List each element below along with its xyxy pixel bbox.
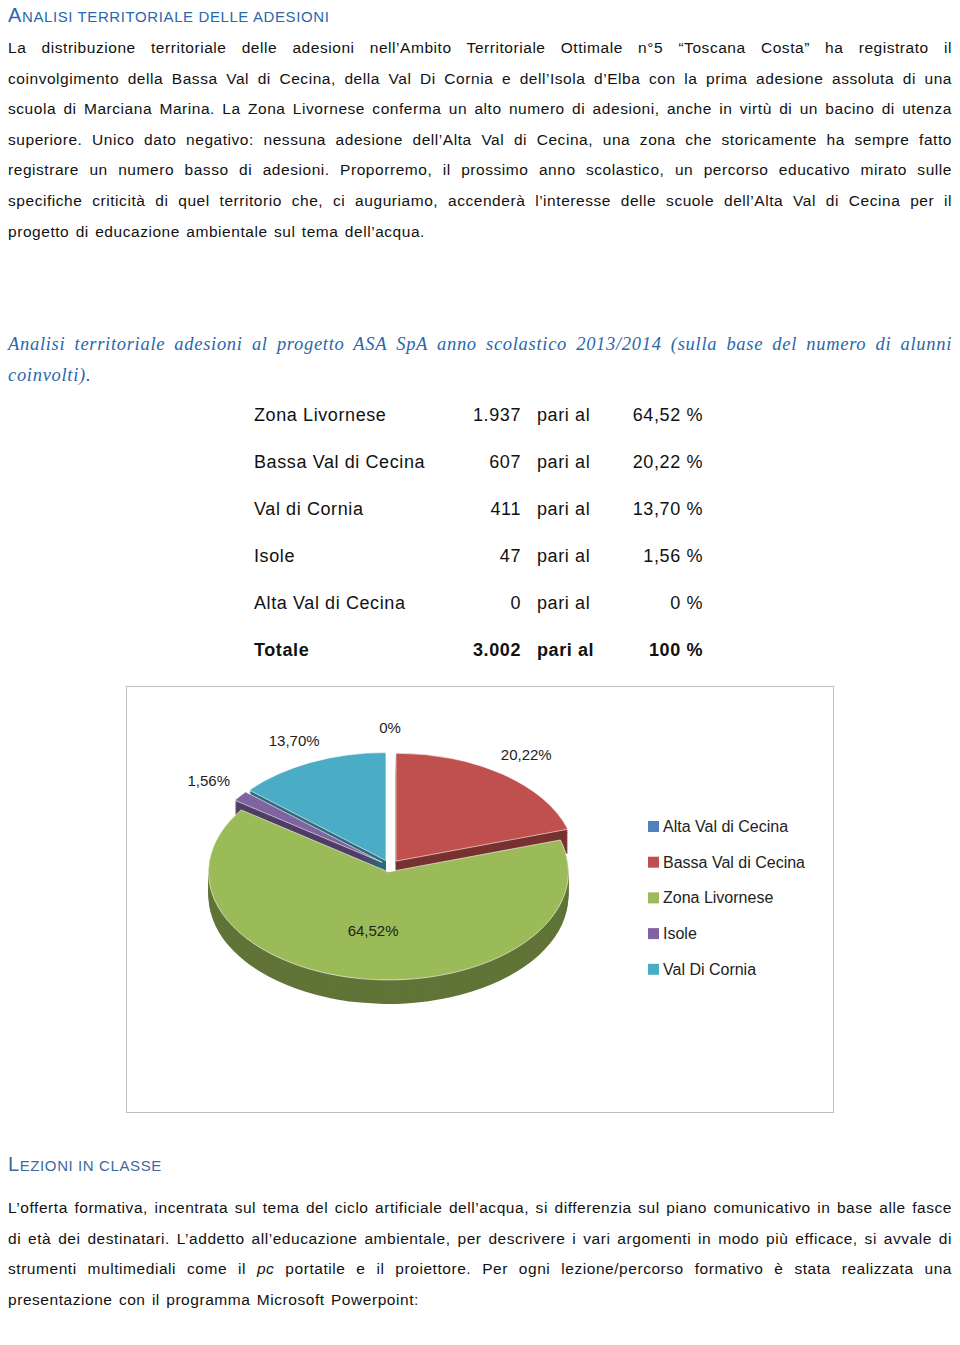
table-cell: 47 — [420, 546, 521, 567]
chart-frame — [127, 687, 834, 1113]
caption: Analisi territoriale adesioni al progett… — [8, 329, 952, 390]
slices — [208, 753, 568, 980]
table-cell: 13,70 % — [603, 499, 703, 520]
section-title: LEZIONI IN CLASSE — [8, 1153, 162, 1176]
table-cell: 20,22 % — [603, 452, 703, 473]
legend-label: Val Di Cornia — [663, 961, 756, 978]
table-cell: Totale — [254, 640, 309, 661]
table-cell: 411 — [420, 499, 521, 520]
legend-swatch — [648, 928, 659, 939]
table-cell: Bassa Val di Cecina — [254, 452, 425, 473]
table-cell: Alta Val di Cecina — [254, 593, 406, 614]
legend-label: Alta Val di Cecina — [663, 818, 788, 835]
table-cell: Zona Livornese — [254, 405, 386, 426]
table-cell: 64,52 % — [603, 405, 703, 426]
table-cell: 1,56 % — [603, 546, 703, 567]
table-cell: 100 % — [603, 640, 703, 661]
legend-label: Bassa Val di Cecina — [663, 854, 805, 871]
legend-swatch — [648, 964, 659, 975]
table-cell: pari al — [537, 405, 590, 426]
table-cell: Isole — [254, 546, 295, 567]
slice — [208, 810, 568, 980]
table-cell: 0 % — [603, 593, 703, 614]
table-cell: 0 — [420, 593, 521, 614]
paragraph: La distribuzione territoriale delle ades… — [8, 33, 952, 247]
legend-swatch — [648, 821, 659, 832]
paragraph: L’offerta formativa, incentrata sul tema… — [8, 1193, 952, 1315]
table-cell: pari al — [537, 546, 590, 567]
data-label: 1,56% — [187, 772, 230, 789]
legend-label: Zona Livornese — [663, 889, 773, 906]
table-cell: 3.002 — [420, 640, 521, 661]
table-cell: pari al — [537, 452, 590, 473]
slice — [249, 753, 386, 861]
data-label: 0% — [379, 719, 401, 736]
table-cell: pari al — [537, 593, 590, 614]
table-cell: 607 — [420, 452, 521, 473]
legend-swatch — [648, 892, 659, 903]
chart: 0% 20,22% 64,52% 1,56% 13,70% Alta Val di Cec… — [0, 0, 960, 1345]
text-run: pc — [257, 1260, 274, 1277]
section-title: ANALISI TERRITORIALE DELLE ADESIONI — [8, 4, 329, 27]
data-label: 13,70% — [269, 732, 320, 749]
data-label: 20,22% — [501, 746, 552, 763]
table-cell: pari al — [537, 640, 594, 661]
legend-swatch — [648, 857, 659, 868]
legend-label: Isole — [663, 925, 697, 942]
table-cell: pari al — [537, 499, 590, 520]
data-label: 64,52% — [348, 922, 399, 939]
legend: Alta Val di Cecina Bassa Val di Cecina Zon… — [648, 818, 805, 978]
table-cell: 1.937 — [420, 405, 521, 426]
table-cell: Val di Cornia — [254, 499, 364, 520]
